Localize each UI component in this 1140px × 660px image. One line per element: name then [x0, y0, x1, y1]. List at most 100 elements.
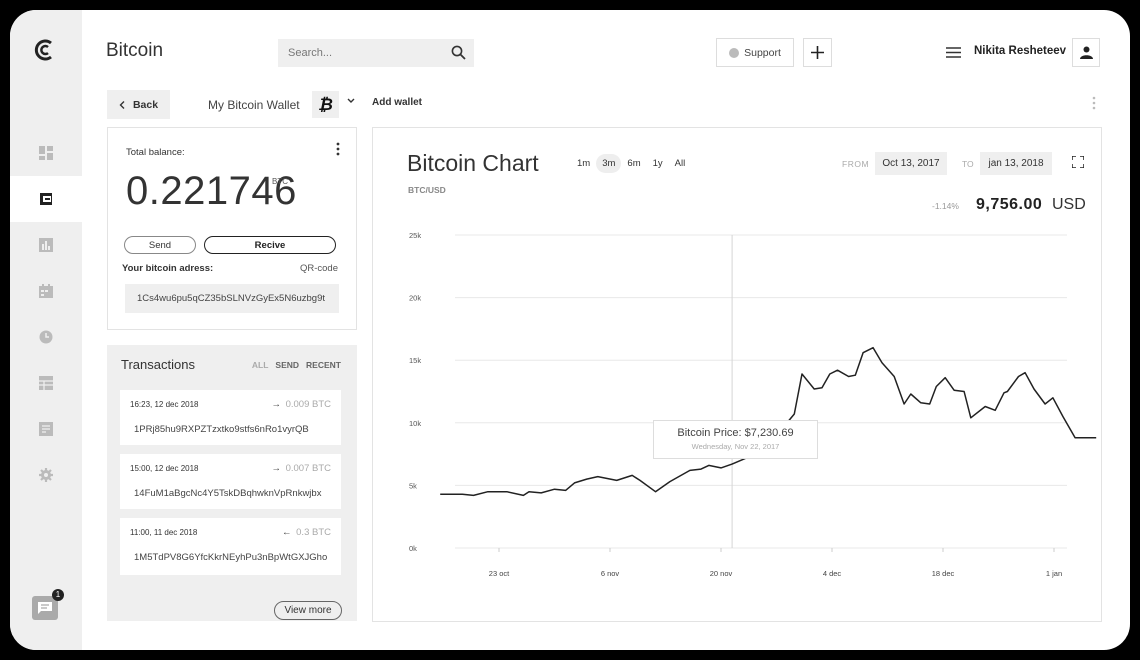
logo-icon[interactable] — [32, 37, 58, 63]
y-tick-label: 10k — [409, 419, 421, 428]
transaction-item[interactable]: 16:23, 12 dec 2018 → 0.009 BTC 1PRj85hu9… — [120, 390, 341, 445]
chart-title: Bitcoin Chart — [407, 150, 539, 176]
current-price: 9,756.00 — [976, 196, 1043, 213]
more-vertical-icon[interactable] — [1092, 96, 1096, 110]
chat-badge: 1 — [52, 589, 64, 601]
transaction-hash: 1PRj85hu9RXPZTzxtko9stfs6nRo1vyrQB — [134, 424, 309, 435]
plus-icon — [811, 46, 824, 59]
sidebar-item-history[interactable] — [10, 314, 82, 360]
x-tick-label: 20 nov — [710, 569, 733, 578]
tab-1m[interactable]: 1m — [577, 158, 591, 169]
filter-send[interactable]: SEND — [275, 360, 300, 370]
price-line — [440, 346, 1097, 497]
info-icon — [729, 47, 740, 58]
chat-button[interactable] — [32, 596, 58, 620]
qr-code-link[interactable]: QR-code — [299, 263, 338, 274]
page-title: Bitcoin — [106, 40, 164, 61]
sidebar: 1 — [10, 10, 82, 650]
from-label: FROM — [842, 159, 870, 169]
support-button[interactable]: Support — [716, 38, 794, 67]
dashboard-icon — [39, 146, 53, 160]
sidebar-item-wallet[interactable] — [10, 176, 82, 222]
transaction-time: 15:00, 12 dec 2018 — [130, 464, 199, 473]
x-tick-label: 23 oct — [489, 569, 510, 578]
currency-pair: BTC/USD — [408, 185, 446, 195]
wallet-icon — [40, 193, 52, 205]
amount-value: 0.009 BTC — [285, 399, 331, 410]
arrow-right-icon: → — [271, 399, 281, 410]
chart-panel: 25k 20k 15k 10k 5k 0k 23 oct 6 nov 20 nov 4 dec 18… — [372, 127, 1102, 622]
chart-tooltip: Bitcoin Price: $7,230.69 Wednesday, Nov … — [653, 420, 818, 459]
range-tabs: 1m 3m 6m 1y All — [571, 154, 691, 173]
balance-card: Total balance: 0.221746 BTC Send Recive … — [107, 127, 357, 330]
balance-value: 0.221746 — [126, 169, 297, 213]
transaction-item[interactable]: 11:00, 11 dec 2018 ← 0.3 BTC 1M5TdPV8G6Y… — [120, 518, 341, 575]
transaction-hash: 14FuM1aBgcNc4Y5TskDBqhwknVpRnkwjbx — [134, 488, 322, 499]
arrow-right-icon: → — [271, 463, 281, 474]
y-tick-label: 15k — [409, 356, 421, 365]
clock-icon — [39, 330, 53, 344]
user-name[interactable]: Nikita Resheteev — [974, 45, 1067, 57]
tab-6m[interactable]: 6m — [627, 158, 641, 169]
search-input[interactable]: Search... — [278, 39, 474, 67]
fullscreen-icon[interactable] — [1072, 156, 1084, 168]
sidebar-item-table[interactable] — [10, 360, 82, 406]
more-vertical-icon[interactable] — [336, 142, 340, 156]
menu-icon[interactable] — [946, 47, 961, 58]
support-label: Support — [744, 46, 781, 59]
avatar[interactable] — [1072, 38, 1100, 67]
table-icon — [39, 376, 53, 390]
address-field[interactable]: 1Cs4wu6pu5qCZ35bSLNVzGyEx5N6uzbg9t — [125, 284, 339, 313]
search-icon[interactable] — [451, 45, 466, 60]
tab-3m[interactable]: 3m — [596, 154, 622, 173]
price-currency: USD — [1052, 196, 1086, 213]
y-tick-label: 0k — [409, 544, 417, 553]
chevron-down-icon[interactable] — [347, 98, 355, 104]
chat-icon — [38, 602, 52, 614]
transaction-time: 11:00, 11 dec 2018 — [130, 528, 198, 537]
sidebar-item-calendar[interactable] — [10, 268, 82, 314]
send-button[interactable]: Send — [124, 236, 196, 254]
transaction-amount: → 0.009 BTC — [271, 399, 331, 410]
sidebar-item-reports[interactable] — [10, 222, 82, 268]
add-wallet-link[interactable]: Add wallet — [372, 97, 423, 108]
wallet-name[interactable]: My Bitcoin Wallet — [208, 98, 300, 112]
transaction-hash: 1M5TdPV8G6YfcKkrNEyhPu3nBpWtGXJGho — [134, 552, 328, 563]
document-icon — [39, 422, 53, 436]
y-tick-label: 20k — [409, 294, 421, 303]
x-tick-label: 18 dec — [932, 569, 955, 578]
tab-all[interactable]: All — [674, 158, 686, 169]
transaction-time: 16:23, 12 dec 2018 — [130, 400, 199, 409]
filter-all[interactable]: ALL — [251, 360, 269, 370]
balance-unit: BTC — [272, 177, 288, 186]
user-icon — [1079, 46, 1093, 59]
sidebar-item-settings[interactable] — [10, 452, 82, 498]
back-button[interactable]: Back — [107, 90, 170, 119]
price-chart[interactable]: 25k 20k 15k 10k 5k 0k 23 oct 6 nov 20 nov 4 dec 18… — [373, 128, 1103, 623]
sidebar-item-documents[interactable] — [10, 406, 82, 452]
transactions-panel: Transactions ALL SEND RECENT 16:23, 12 d… — [107, 345, 357, 621]
view-more-button[interactable]: View more — [274, 601, 342, 620]
transaction-amount: ← 0.3 BTC — [282, 527, 331, 538]
to-date-picker[interactable]: jan 13, 2018 — [980, 152, 1052, 175]
from-date-picker[interactable]: Oct 13, 2017 — [875, 152, 947, 175]
add-button[interactable] — [803, 38, 832, 67]
arrow-left-icon: ← — [282, 527, 292, 538]
tooltip-date: Wednesday, Nov 22, 2017 — [691, 442, 780, 451]
transaction-item[interactable]: 15:00, 12 dec 2018 → 0.007 BTC 14FuM1aBg… — [120, 454, 341, 509]
tab-1y[interactable]: 1y — [652, 158, 663, 169]
y-tick-label: 5k — [409, 481, 417, 490]
filter-recent[interactable]: RECENT — [306, 360, 341, 370]
settings-icon — [39, 468, 53, 482]
amount-value: 0.3 BTC — [296, 527, 331, 538]
transaction-amount: → 0.007 BTC — [271, 463, 331, 474]
price-change: -1.14% — [932, 201, 959, 211]
transactions-filters: ALL SEND RECENT — [252, 360, 341, 370]
sidebar-item-dashboard[interactable] — [10, 130, 82, 176]
receive-button[interactable]: Recive — [204, 236, 336, 254]
x-tick-label: 4 dec — [823, 569, 842, 578]
bar-chart-icon — [39, 238, 53, 252]
calendar-icon — [39, 284, 53, 298]
search-placeholder: Search... — [288, 47, 333, 59]
address-label: Your bitcoin adress: — [122, 263, 214, 274]
